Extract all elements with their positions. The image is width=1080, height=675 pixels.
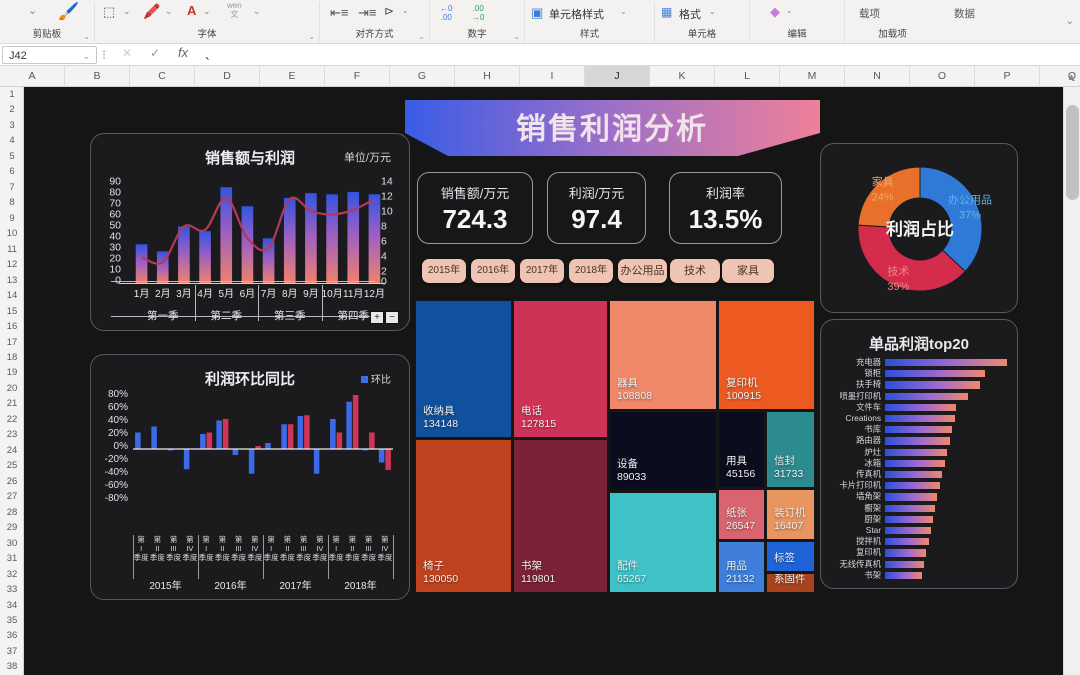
svg-text:14: 14 [381, 176, 393, 188]
svg-text:20%: 20% [108, 428, 128, 439]
svg-text:80%: 80% [108, 389, 128, 400]
svg-text:家具: 家具 [872, 174, 894, 188]
svg-text:10: 10 [381, 206, 393, 218]
svg-text:12: 12 [381, 191, 393, 203]
svg-text:利润占比: 利润占比 [886, 219, 954, 239]
svg-text:-20%: -20% [105, 454, 128, 465]
svg-text:销售利润分析: 销售利润分析 [516, 112, 708, 146]
svg-text:40%: 40% [108, 415, 128, 426]
svg-text:0%: 0% [114, 441, 129, 452]
svg-text:24%: 24% [872, 191, 894, 203]
svg-text:60%: 60% [108, 402, 128, 413]
svg-text:-80%: -80% [105, 493, 128, 504]
svg-text:4: 4 [381, 251, 387, 263]
svg-text:办公用品: 办公用品 [948, 193, 992, 206]
svg-text:技术: 技术 [887, 265, 909, 278]
svg-text:39%: 39% [887, 281, 909, 293]
svg-text:6: 6 [381, 236, 387, 248]
svg-text:37%: 37% [959, 209, 981, 221]
svg-text:8: 8 [381, 221, 387, 233]
svg-text:-60%: -60% [105, 480, 128, 491]
svg-text:-40%: -40% [105, 467, 128, 478]
